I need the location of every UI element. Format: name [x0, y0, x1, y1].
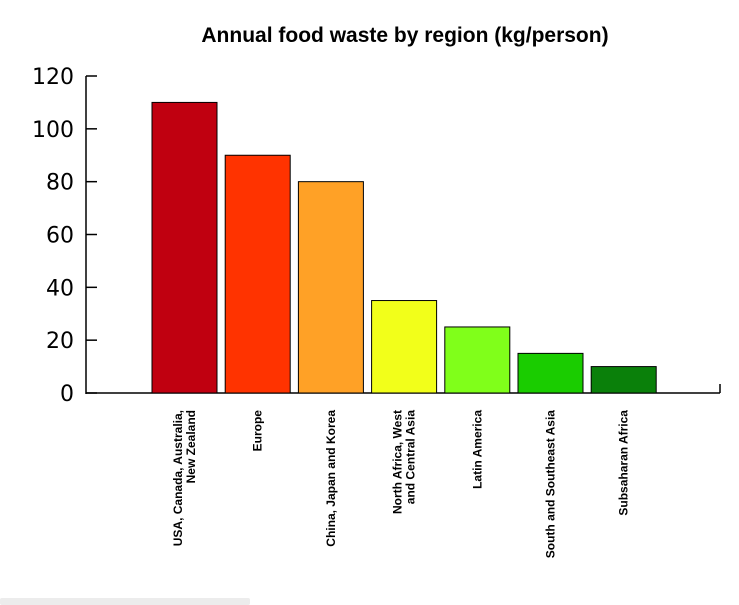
- y-tick-label: 100: [32, 118, 74, 143]
- x-category-label: North Africa, West: [391, 410, 405, 514]
- x-category-label: USA, Canada, Australia,: [171, 410, 185, 546]
- bar: [297, 181, 364, 394]
- y-tick-label: 0: [60, 382, 74, 407]
- x-category-label: Subsaharan Africa: [617, 410, 631, 516]
- bars: [151, 101, 657, 394]
- bar: [224, 154, 291, 394]
- bar: [371, 300, 438, 394]
- chart-title: Annual food waste by region (kg/person): [201, 24, 608, 47]
- x-category-label: New Zealand: [184, 410, 198, 483]
- y-axis-ticks: 0 20 40 60 80 100 120: [32, 65, 97, 407]
- y-tick-label: 60: [46, 224, 74, 249]
- x-category-label: China, Japan and Korea: [324, 410, 338, 547]
- x-category-label: Europe: [251, 410, 265, 452]
- y-tick-label: 40: [46, 276, 74, 301]
- x-category-label: South and Southeast Asia: [544, 410, 558, 559]
- x-axis-category-labels: USA, Canada, Australia, New Zealand Europe…: [171, 410, 631, 559]
- y-tick-label: 20: [46, 329, 74, 354]
- x-category-label: Latin America: [470, 410, 484, 489]
- y-tick-label: 120: [32, 65, 74, 90]
- horizontal-scrollbar[interactable]: [0, 598, 250, 605]
- x-category-label: and Central Asia: [404, 410, 418, 505]
- bar: [151, 101, 218, 394]
- bar: [517, 352, 584, 394]
- bar: [444, 326, 511, 394]
- bar: [590, 366, 657, 394]
- y-tick-label: 80: [46, 171, 74, 196]
